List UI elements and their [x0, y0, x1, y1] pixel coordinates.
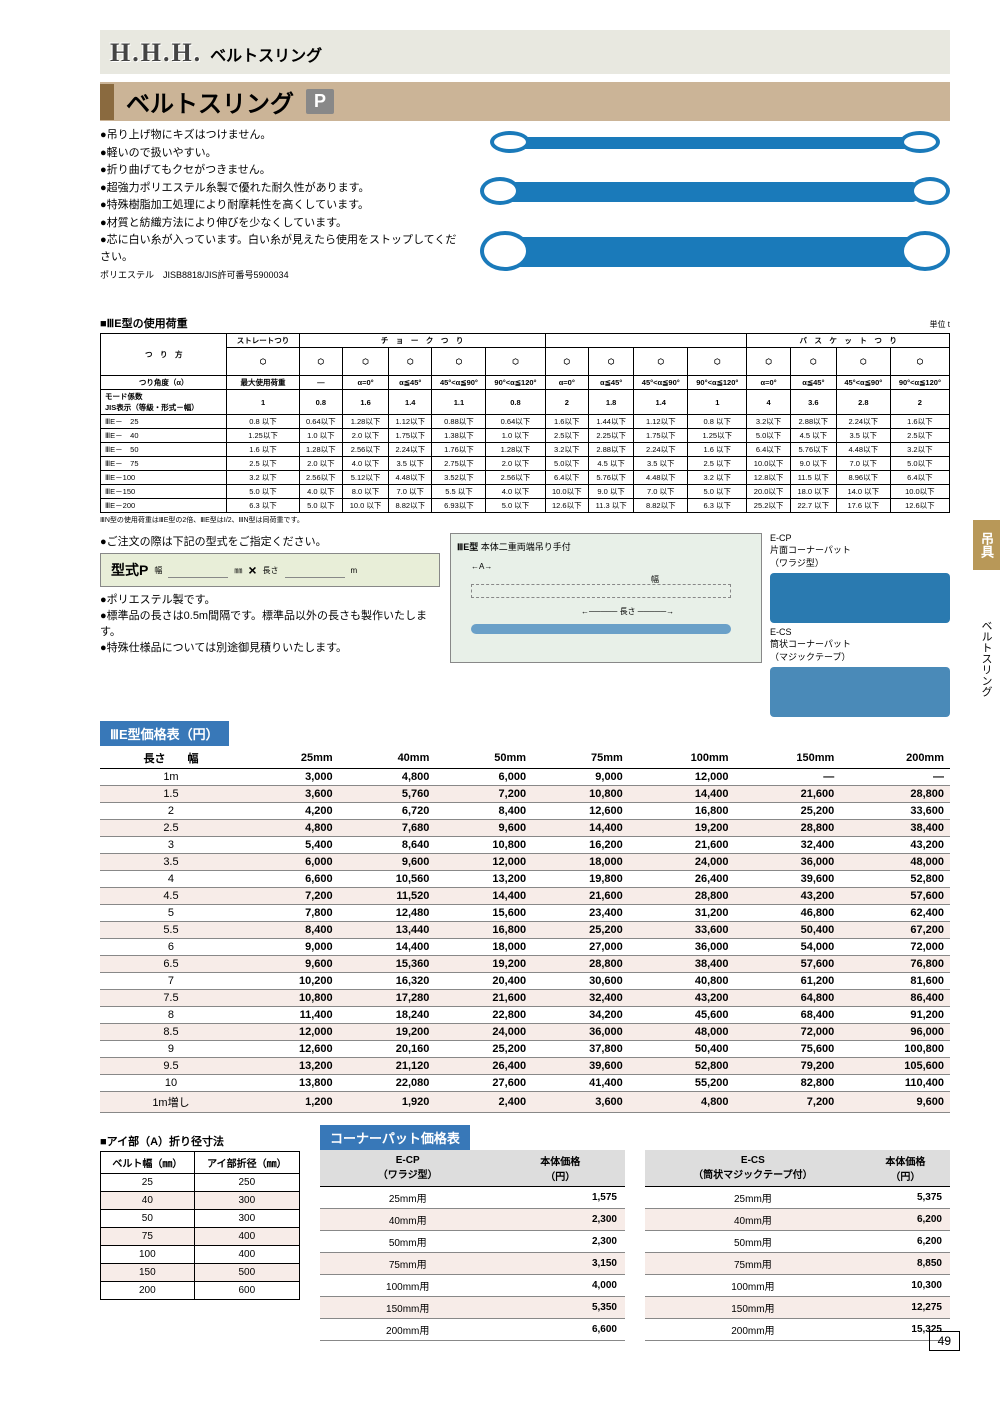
eye-head: ■アイ部（A）折り径寸法 [100, 1133, 300, 1149]
page-title: ベルトスリング [114, 82, 306, 121]
intro-line: ●特殊樹脂加工処理により耐摩耗性を高くしています。 [100, 197, 460, 214]
ecs-label: E-CS 筒状コーナーパット （マジックテープ） [770, 627, 950, 663]
load-section-head: ■ⅢE型の使用荷重 [100, 315, 188, 331]
intro-line: ●軽いので扱いやすい。 [100, 145, 460, 162]
title-badge: P [306, 89, 334, 114]
corner-ecs-table: E-CS （筒状マジックテープ付）本体価格 （円）25mm用5,37540mm用… [645, 1150, 950, 1341]
width-label: 幅 [154, 565, 162, 576]
side-tab: 吊具 [973, 520, 1000, 570]
corner-ecp-table: E-CP （ワラジ型）本体価格 （円）25mm用1,57540mm用2,3005… [320, 1150, 625, 1341]
length-input[interactable] [285, 562, 345, 578]
price-head: ⅢE型価格表（円） [100, 721, 229, 746]
product-photo [470, 127, 950, 307]
model-label: 型式P [111, 560, 148, 580]
ecp-label: E-CP 片面コーナーパット （ワラジ型） [770, 533, 950, 569]
type-diagram: ⅢE型 本体二重両端吊り手付 ←A→ ←───── 長さ ─────→ 幅 [450, 533, 762, 663]
intro-line: ●材質と紡織方法により伸びを少なくしています。 [100, 215, 460, 232]
intro-text: ●吊り上げ物にキズはつけません。●軽いので扱いやすい。●折り曲げてもクセがつきま… [100, 127, 460, 307]
corner-head: コーナーパット価格表 [320, 1125, 470, 1150]
load-footnote: ⅢN型の使用荷重はⅢE型の2倍、ⅢE型はⅠ/2、ⅢN型は同荷重です。 [100, 515, 950, 525]
order-note: ●ご注文の際は下記の型式をご指定ください。 [100, 533, 440, 549]
brand-sub: ベルトスリング [210, 42, 322, 66]
title-bar: ベルトスリング P [100, 82, 950, 121]
intro-line: ●芯に白い糸が入っています。白い糸が見えたら使用をストップしてください。 [100, 232, 460, 265]
side-tab-2: ベルトスリング [978, 620, 994, 697]
page-header: H.H.H. ベルトスリング [100, 30, 950, 74]
model-spec-box: 型式P 幅 ㎜ × 長さ m [100, 553, 440, 587]
intro-line: ●吊り上げ物にキズはつけません。 [100, 127, 460, 144]
title-accent [100, 84, 114, 120]
eye-table: ベルト幅（㎜）アイ部折径（㎜）2525040300503007540010040… [100, 1151, 300, 1300]
length-label: 長さ [263, 565, 279, 576]
corner-pad-photos: E-CP 片面コーナーパット （ワラジ型） E-CS 筒状コーナーパット （マジ… [770, 533, 950, 721]
price-table: 長さ 幅25mm40mm50mm75mm100mm150mm200mm1m3,0… [100, 748, 950, 1113]
times-icon: × [248, 562, 256, 578]
intro-line: ●超強力ポリエステル糸製で優れた耐久性があります。 [100, 180, 460, 197]
load-table: つ り 方ストレートつりチ ョ ー ク つ りバ ス ケ ッ ト つ り⬡⬡⬡⬡… [100, 333, 950, 513]
unit-label: 単位 t [930, 319, 950, 330]
intro-line: ●折り曲げてもクセがつきません。 [100, 162, 460, 179]
page-number: 49 [929, 1331, 960, 1351]
width-input[interactable] [168, 562, 228, 578]
brand-logo: H.H.H. [110, 38, 202, 68]
